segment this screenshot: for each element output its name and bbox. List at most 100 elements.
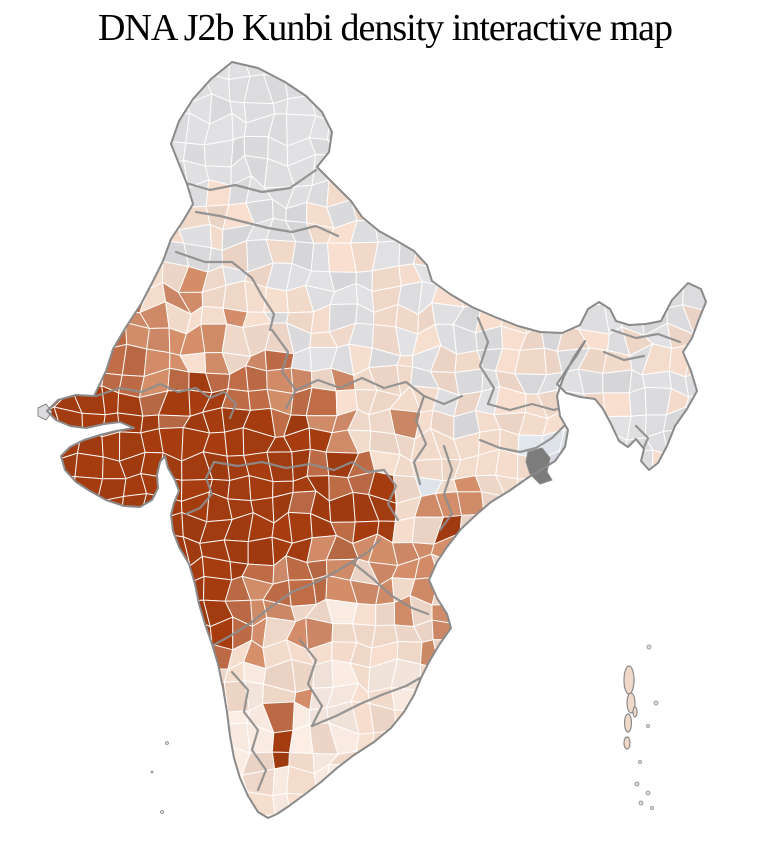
district[interactable] — [705, 343, 727, 371]
district[interactable] — [389, 138, 422, 167]
district[interactable] — [494, 577, 528, 607]
district[interactable] — [77, 667, 107, 690]
district[interactable] — [414, 181, 440, 204]
district[interactable] — [165, 207, 180, 231]
district[interactable] — [536, 665, 569, 689]
district[interactable] — [98, 133, 126, 161]
district[interactable] — [456, 785, 479, 818]
district[interactable] — [584, 217, 608, 249]
district[interactable] — [562, 111, 584, 143]
district[interactable] — [705, 322, 731, 349]
district[interactable] — [41, 367, 66, 398]
district[interactable] — [684, 343, 713, 378]
district[interactable] — [164, 688, 190, 709]
district[interactable] — [624, 449, 654, 482]
district[interactable] — [687, 532, 710, 557]
district[interactable] — [665, 711, 695, 735]
district[interactable] — [186, 726, 208, 756]
district[interactable] — [94, 72, 124, 103]
district[interactable] — [37, 747, 62, 777]
district[interactable] — [663, 604, 692, 628]
district[interactable] — [158, 744, 190, 773]
district[interactable] — [561, 94, 591, 127]
district[interactable] — [514, 598, 543, 624]
district[interactable] — [453, 195, 480, 229]
district[interactable] — [390, 764, 420, 797]
district[interactable] — [32, 703, 65, 732]
district[interactable] — [476, 138, 506, 168]
district[interactable] — [99, 597, 128, 626]
district[interactable] — [394, 729, 417, 755]
district[interactable] — [535, 598, 569, 624]
district[interactable] — [157, 616, 190, 646]
district[interactable] — [622, 100, 651, 120]
district[interactable] — [100, 723, 122, 748]
district[interactable] — [157, 643, 185, 667]
district[interactable] — [435, 145, 462, 166]
district[interactable] — [162, 599, 191, 620]
district[interactable] — [662, 620, 692, 648]
district[interactable] — [34, 280, 55, 315]
district[interactable] — [663, 582, 694, 606]
district[interactable] — [369, 161, 392, 188]
district[interactable] — [138, 812, 161, 834]
district[interactable] — [557, 53, 587, 78]
district[interactable] — [496, 242, 523, 269]
district[interactable] — [32, 541, 61, 566]
district[interactable] — [581, 769, 611, 790]
district[interactable] — [74, 112, 100, 145]
district[interactable] — [703, 723, 733, 751]
district[interactable] — [188, 770, 210, 789]
district[interactable] — [579, 183, 608, 204]
district[interactable] — [77, 514, 100, 539]
district[interactable] — [34, 475, 64, 496]
district[interactable] — [495, 221, 519, 249]
district[interactable] — [57, 596, 87, 628]
district[interactable] — [497, 556, 522, 582]
district[interactable] — [61, 216, 86, 249]
district[interactable] — [35, 434, 64, 460]
district[interactable] — [97, 280, 125, 314]
district[interactable] — [688, 94, 716, 123]
district[interactable] — [32, 729, 62, 752]
district[interactable] — [32, 331, 64, 347]
district[interactable] — [536, 687, 568, 710]
district[interactable] — [472, 200, 498, 224]
district[interactable] — [708, 218, 735, 251]
district[interactable] — [432, 59, 465, 83]
district[interactable] — [75, 770, 106, 798]
district[interactable] — [453, 767, 485, 792]
district[interactable] — [624, 534, 650, 566]
district[interactable] — [684, 140, 716, 168]
district[interactable] — [36, 198, 65, 223]
district[interactable] — [120, 620, 145, 650]
district[interactable] — [562, 812, 592, 835]
district[interactable] — [624, 493, 647, 515]
district[interactable] — [597, 770, 633, 790]
district[interactable] — [347, 789, 375, 818]
district[interactable] — [310, 242, 331, 273]
district[interactable] — [558, 575, 587, 608]
district[interactable] — [497, 265, 523, 292]
district[interactable] — [137, 515, 172, 545]
district[interactable] — [57, 771, 80, 791]
district[interactable] — [158, 560, 191, 585]
district[interactable] — [121, 226, 144, 247]
district[interactable] — [526, 685, 541, 706]
district[interactable] — [493, 533, 522, 566]
district[interactable] — [104, 743, 122, 772]
district[interactable] — [606, 202, 631, 225]
district[interactable] — [576, 91, 613, 117]
district[interactable] — [452, 622, 485, 648]
district[interactable] — [433, 769, 459, 792]
district[interactable] — [224, 427, 245, 457]
district[interactable] — [667, 222, 687, 249]
district[interactable] — [139, 225, 167, 247]
district[interactable] — [520, 580, 543, 605]
district[interactable] — [640, 534, 673, 557]
district[interactable] — [119, 658, 142, 686]
district[interactable] — [704, 177, 730, 204]
district[interactable] — [712, 114, 737, 141]
district[interactable] — [598, 80, 629, 105]
